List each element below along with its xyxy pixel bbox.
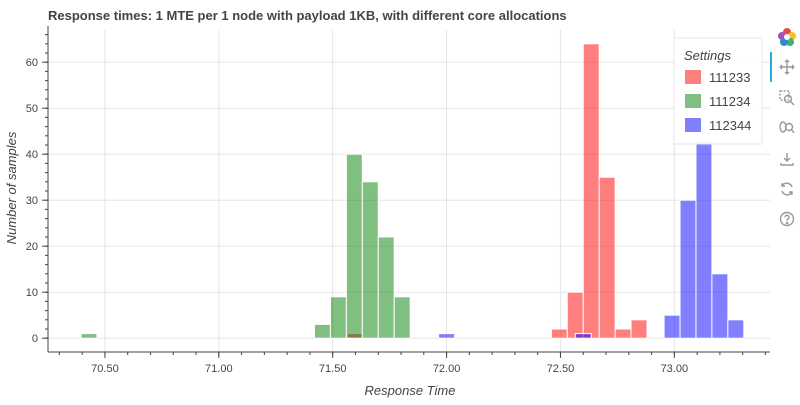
bar-111234-4 bbox=[361, 181, 379, 339]
legend-label-111234: 111234 bbox=[709, 94, 750, 109]
bar-111233-5 bbox=[614, 328, 632, 339]
bar-111234-2 bbox=[329, 296, 347, 339]
bar-111234-6 bbox=[393, 296, 411, 339]
y-tick-label: 10 bbox=[26, 287, 38, 299]
y-tick-label: 20 bbox=[26, 241, 38, 253]
legend-swatch-111234 bbox=[685, 94, 701, 108]
wheel-zoom-icon[interactable] bbox=[776, 117, 798, 139]
bar-111233-1 bbox=[550, 328, 568, 339]
active-tool-indicator bbox=[770, 52, 772, 82]
chart-toolbar bbox=[770, 26, 800, 256]
box-zoom-icon[interactable] bbox=[776, 87, 798, 109]
bar-111234-3 bbox=[345, 153, 363, 339]
bar-111233-3 bbox=[582, 43, 600, 339]
y-axis-label: Number of samples bbox=[4, 131, 19, 244]
axes: 70.50 71.00 71.50 72.00 72.50 73.00 0 10 20 30 40 5… bbox=[26, 26, 770, 375]
bar-112344-6 bbox=[727, 319, 745, 339]
bar-111233-2 bbox=[566, 291, 584, 339]
legend: Settings 111233 111234 112344 bbox=[673, 37, 763, 145]
bar-112344-1 bbox=[574, 333, 592, 339]
x-axis-label: Response Time bbox=[365, 383, 456, 398]
bokeh-logo-icon[interactable] bbox=[776, 26, 798, 48]
bar-112344-4 bbox=[695, 139, 713, 339]
x-tick-label: 73.00 bbox=[661, 363, 689, 375]
pan-icon[interactable] bbox=[776, 56, 798, 78]
reset-icon[interactable] bbox=[776, 178, 798, 200]
x-tick-label: 72.50 bbox=[547, 363, 575, 375]
y-tick-label: 30 bbox=[26, 195, 38, 207]
bar-111233-6 bbox=[630, 319, 648, 339]
bar-111234-1 bbox=[313, 323, 331, 339]
bar-111234-0 bbox=[80, 333, 98, 339]
x-tick-label: 71.50 bbox=[319, 363, 347, 375]
bar-112344-2 bbox=[663, 314, 681, 339]
bar-112344-3 bbox=[679, 199, 697, 339]
bar-111233-4 bbox=[598, 176, 616, 339]
legend-label-111233: 111233 bbox=[709, 70, 750, 85]
chart-title: Response times: 1 MTE per 1 node with pa… bbox=[48, 8, 567, 23]
y-tick-label: 40 bbox=[26, 149, 38, 161]
y-tick-label: 60 bbox=[26, 57, 38, 69]
help-icon[interactable] bbox=[776, 208, 798, 230]
legend-title: Settings bbox=[684, 48, 731, 63]
bar-112344-5 bbox=[711, 273, 729, 339]
bars bbox=[80, 43, 745, 339]
legend-swatch-112344 bbox=[685, 118, 701, 132]
legend-swatch-111233 bbox=[685, 70, 701, 84]
legend-label-112344: 112344 bbox=[709, 118, 751, 133]
x-tick-label: 71.00 bbox=[205, 363, 233, 375]
x-tick-label: 70.50 bbox=[91, 363, 119, 375]
y-tick-label: 0 bbox=[32, 333, 38, 345]
save-icon[interactable] bbox=[776, 148, 798, 170]
x-tick-label: 72.00 bbox=[433, 363, 461, 375]
bar-111234-5 bbox=[377, 236, 395, 339]
y-tick-label: 50 bbox=[26, 103, 38, 115]
bar-112344-0 bbox=[438, 333, 456, 339]
